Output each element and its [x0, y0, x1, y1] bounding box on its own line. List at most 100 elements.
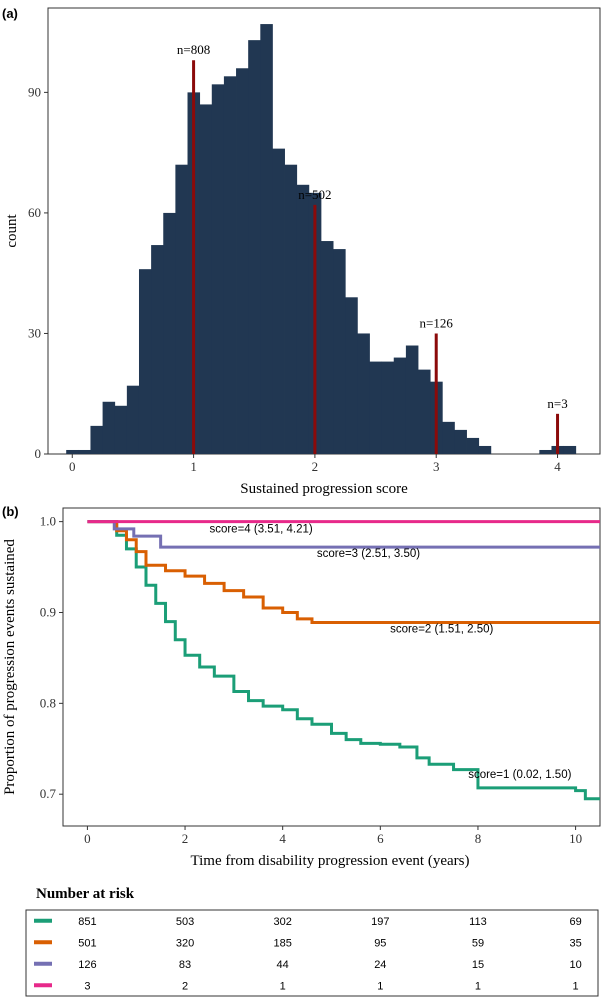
histogram-bar — [223, 76, 237, 454]
histogram-bar — [260, 24, 273, 454]
histogram-bar — [236, 68, 249, 455]
risk-count-cell: 320 — [176, 937, 194, 949]
y-tick-label: 0 — [35, 446, 42, 461]
histogram-bar — [248, 40, 261, 455]
panel-b-label: (b) — [2, 504, 19, 519]
survival-y-axis-title: Proportion of progression events sustain… — [2, 539, 18, 795]
risk-count-cell: 126 — [78, 959, 96, 971]
y-tick-label: 30 — [28, 325, 41, 340]
number-at-risk-title: Number at risk — [36, 886, 135, 902]
risk-count-cell: 83 — [179, 959, 191, 971]
risk-count-cell: 95 — [374, 937, 386, 949]
score-count-label: n=502 — [298, 187, 331, 202]
histogram-bar — [90, 425, 103, 454]
histogram-x-axis-title: Sustained progression score — [240, 481, 408, 497]
risk-count-cell: 59 — [472, 937, 484, 949]
score-count-label: n=808 — [177, 42, 210, 57]
y-tick-label: 60 — [28, 205, 41, 220]
histogram-markers: n=808 n=502 n=126 n=3 — [177, 42, 568, 454]
histogram-bar — [320, 241, 334, 454]
histogram-x-axis: 0 1 2 3 4 — [69, 454, 561, 474]
histogram-bar — [66, 449, 79, 454]
risk-count-cell: 113 — [469, 916, 487, 928]
histogram-y-axis: 0 30 60 90 — [28, 84, 48, 461]
histogram-bar — [369, 361, 383, 454]
histogram-bar — [102, 401, 116, 454]
x-tick-label: 0 — [84, 831, 91, 846]
histogram-bar — [296, 184, 310, 454]
y-tick-label: 1.0 — [40, 514, 56, 529]
histogram-bar — [393, 357, 407, 454]
risk-count-cell: 69 — [569, 916, 581, 928]
x-tick-label: 4 — [279, 831, 286, 846]
histogram-bar — [405, 345, 419, 454]
risk-count-cell: 197 — [371, 916, 389, 928]
histogram-bar — [539, 449, 552, 454]
x-tick-label: 0 — [69, 459, 76, 474]
x-tick-label: 8 — [475, 831, 482, 846]
risk-count-cell: 1 — [280, 980, 286, 992]
panel-a-label: (a) — [2, 6, 18, 21]
histogram-bar — [78, 449, 91, 454]
histogram-bar — [381, 361, 395, 454]
risk-count-cell: 15 — [472, 959, 484, 971]
histogram-bar — [357, 333, 370, 454]
risk-count-cell: 10 — [569, 959, 581, 971]
survival-plot-border — [62, 507, 601, 827]
survival-x-axis-title: Time from disability progression event (… — [191, 853, 470, 869]
histogram-bar — [126, 385, 140, 454]
histogram-bar — [175, 164, 188, 454]
x-tick-label: 10 — [569, 831, 582, 846]
x-tick-label: 1 — [190, 459, 197, 474]
survival-curve — [87, 520, 600, 624]
histogram-bar — [563, 445, 577, 454]
curve-label: score=4 (3.51, 4.21) — [209, 524, 312, 536]
risk-count-cell: 851 — [78, 916, 96, 928]
survival-curve-labels: score=4 (3.51, 4.21) score=3 (2.51, 3.50)… — [209, 524, 571, 781]
risk-count-cell: 1 — [377, 980, 383, 992]
survival-panel: (b) score=4 (3.51, 4.21) score=3 (2.51, 3… — [2, 504, 601, 869]
histogram-bar — [114, 405, 128, 454]
risk-count-cell: 1 — [475, 980, 481, 992]
histogram-bar — [138, 269, 152, 454]
histogram-y-axis-title: count — [4, 214, 20, 248]
y-tick-label: 0.7 — [40, 786, 57, 801]
risk-count-cell: 44 — [277, 959, 289, 971]
x-tick-label: 6 — [377, 831, 384, 846]
histogram-bar — [454, 429, 467, 454]
histogram-bars — [66, 24, 577, 455]
histogram-bar — [272, 148, 285, 455]
histogram-panel: (a) n=808 n=502 n=126 n=3 0 1 2 3 4 0 30 60 90 Sus… — [2, 6, 601, 497]
risk-count-cell: 24 — [374, 959, 386, 971]
curve-label: score=2 (1.51, 2.50) — [390, 623, 493, 635]
histogram-bar — [284, 164, 298, 454]
y-tick-label: 0.9 — [40, 604, 56, 619]
risk-count-cell: 503 — [176, 916, 194, 928]
survival-y-axis: 0.7 0.8 0.9 1.0 — [40, 514, 63, 801]
risk-count-cell: 2 — [182, 980, 188, 992]
histogram-bar — [211, 84, 225, 454]
survival-curve — [87, 520, 600, 801]
survival-curves — [87, 520, 600, 801]
risk-count-cell: 185 — [274, 937, 292, 949]
histogram-bar — [466, 437, 480, 454]
histogram-bar — [345, 297, 358, 454]
histogram-bar — [163, 212, 176, 454]
risk-count-cell: 3 — [84, 980, 90, 992]
score-count-label: n=126 — [420, 315, 454, 330]
x-tick-label: 2 — [182, 831, 189, 846]
x-tick-label: 3 — [433, 459, 440, 474]
risk-count-cell: 35 — [569, 937, 581, 949]
histogram-bar — [478, 445, 492, 454]
risk-count-cell: 1 — [573, 980, 579, 992]
histogram-bar — [199, 104, 213, 454]
score-count-label: n=3 — [547, 396, 567, 411]
x-tick-label: 4 — [554, 459, 561, 474]
survival-curve — [87, 520, 600, 549]
curve-label: score=3 (2.51, 3.50) — [317, 548, 420, 560]
y-tick-label: 90 — [28, 84, 41, 99]
histogram-bar — [418, 369, 431, 454]
histogram-bar — [151, 245, 164, 454]
risk-count-cell: 302 — [274, 916, 292, 928]
